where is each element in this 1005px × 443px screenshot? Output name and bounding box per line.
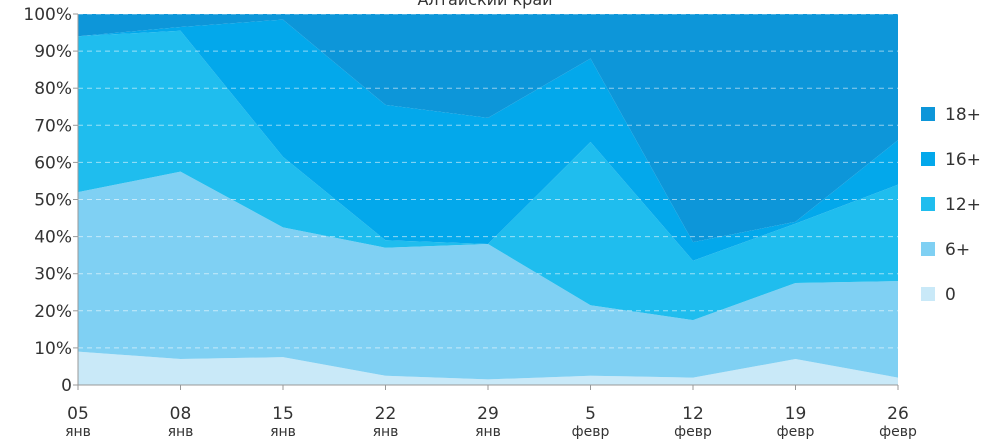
y-tick-label: 20% [34, 302, 72, 322]
y-tick-label: 10% [34, 339, 72, 359]
area-series-0 [78, 351, 898, 385]
y-axis-ticks: 0 10% 20% 30% 40% 50% 60% 70% 80% 90% 100% [23, 5, 78, 396]
gridlines [78, 13, 898, 349]
x-tick-label-top: 15 [272, 404, 294, 424]
legend: 18+ 16+ 12+ 6+ 0 [921, 105, 981, 305]
chart-title: Алтайский край [417, 0, 552, 9]
y-tick-label: 90% [34, 42, 72, 62]
x-tick-label-bottom: февр [572, 424, 610, 440]
x-tick-label-top: 29 [477, 404, 499, 424]
x-tick-label-top: 19 [785, 404, 807, 424]
area-series-4 [78, 14, 898, 243]
legend-swatch [921, 197, 935, 211]
y-tick-label: 30% [34, 265, 72, 285]
x-tick-label-top: 5 [585, 404, 596, 424]
y-tick-label: 50% [34, 191, 72, 211]
x-tick-label-bottom: янв [475, 424, 501, 440]
y-tick-label: 0 [61, 376, 72, 396]
legend-label: 12+ [945, 195, 981, 215]
legend-label: 0 [945, 285, 956, 305]
x-tick-label-top: 26 [887, 404, 909, 424]
y-tick-label: 40% [34, 228, 72, 248]
y-tick-label: 70% [34, 116, 72, 136]
y-tick-label: 60% [34, 153, 72, 173]
area-series-3 [78, 19, 898, 261]
x-tick-label-top: 05 [67, 404, 89, 424]
y-tick-label: 100% [23, 5, 72, 25]
x-tick-label-bottom: янв [373, 424, 399, 440]
legend-label: 18+ [945, 105, 981, 125]
x-axis-ticks: 05янв08янв15янв22янв29янв5февр12февр19фе… [65, 385, 917, 440]
y-tick-label: 80% [34, 79, 72, 99]
legend-swatch [921, 287, 935, 301]
legend-swatch [921, 107, 935, 121]
legend-label: 6+ [945, 240, 970, 260]
x-tick-label-bottom: февр [674, 424, 712, 440]
x-tick-label-bottom: февр [777, 424, 815, 440]
area-series-group [78, 14, 898, 385]
x-tick-label-top: 22 [375, 404, 397, 424]
x-tick-label-bottom: янв [168, 424, 194, 440]
area-series-1 [78, 171, 898, 380]
x-tick-label-bottom: янв [270, 424, 296, 440]
x-tick-label-top: 08 [170, 404, 192, 424]
legend-label: 16+ [945, 150, 981, 170]
x-tick-label-bottom: янв [65, 424, 91, 440]
area-series-2 [78, 30, 898, 321]
legend-swatch [921, 242, 935, 256]
x-tick-label-top: 12 [682, 404, 704, 424]
x-tick-label-bottom: февр [879, 424, 917, 440]
legend-swatch [921, 152, 935, 166]
